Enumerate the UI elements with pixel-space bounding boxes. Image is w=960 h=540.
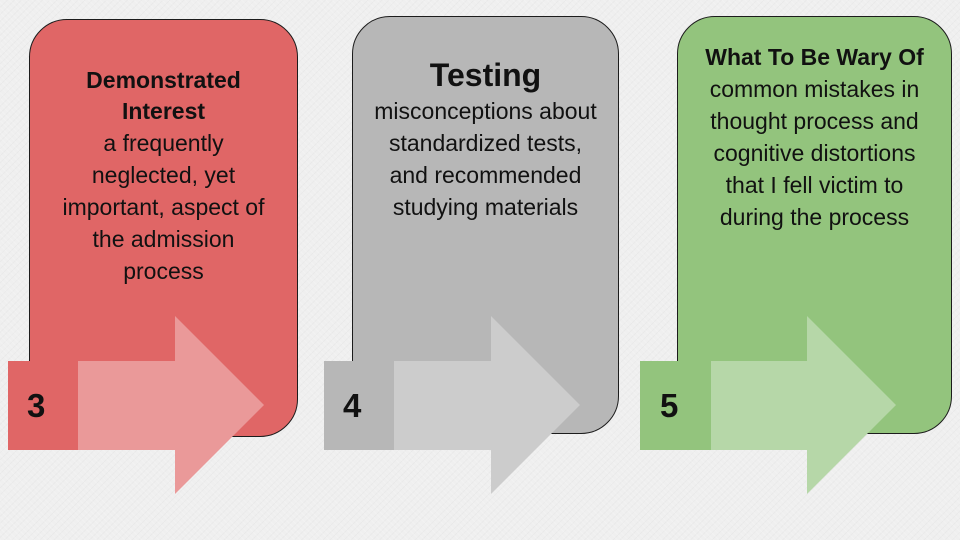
step-arrow-4	[324, 316, 580, 494]
step-arrow-3	[8, 316, 264, 494]
step-heading: Demonstrated Interest	[86, 67, 241, 124]
step-heading: Testing	[429, 57, 542, 93]
step-description: a frequently neglected, yet important, a…	[62, 130, 265, 284]
step-number: 5	[660, 387, 679, 424]
step-description: common mistakes in thought process and c…	[709, 76, 920, 230]
number-badge	[324, 361, 394, 450]
step-description: misconceptions about standardized tests,…	[374, 98, 597, 220]
step-number: 3	[27, 387, 46, 424]
number-badge	[8, 361, 78, 450]
step-arrow-5	[640, 316, 896, 494]
number-badge	[640, 361, 711, 450]
step-heading: What To Be Wary Of	[705, 44, 924, 70]
step-number: 4	[343, 387, 362, 424]
